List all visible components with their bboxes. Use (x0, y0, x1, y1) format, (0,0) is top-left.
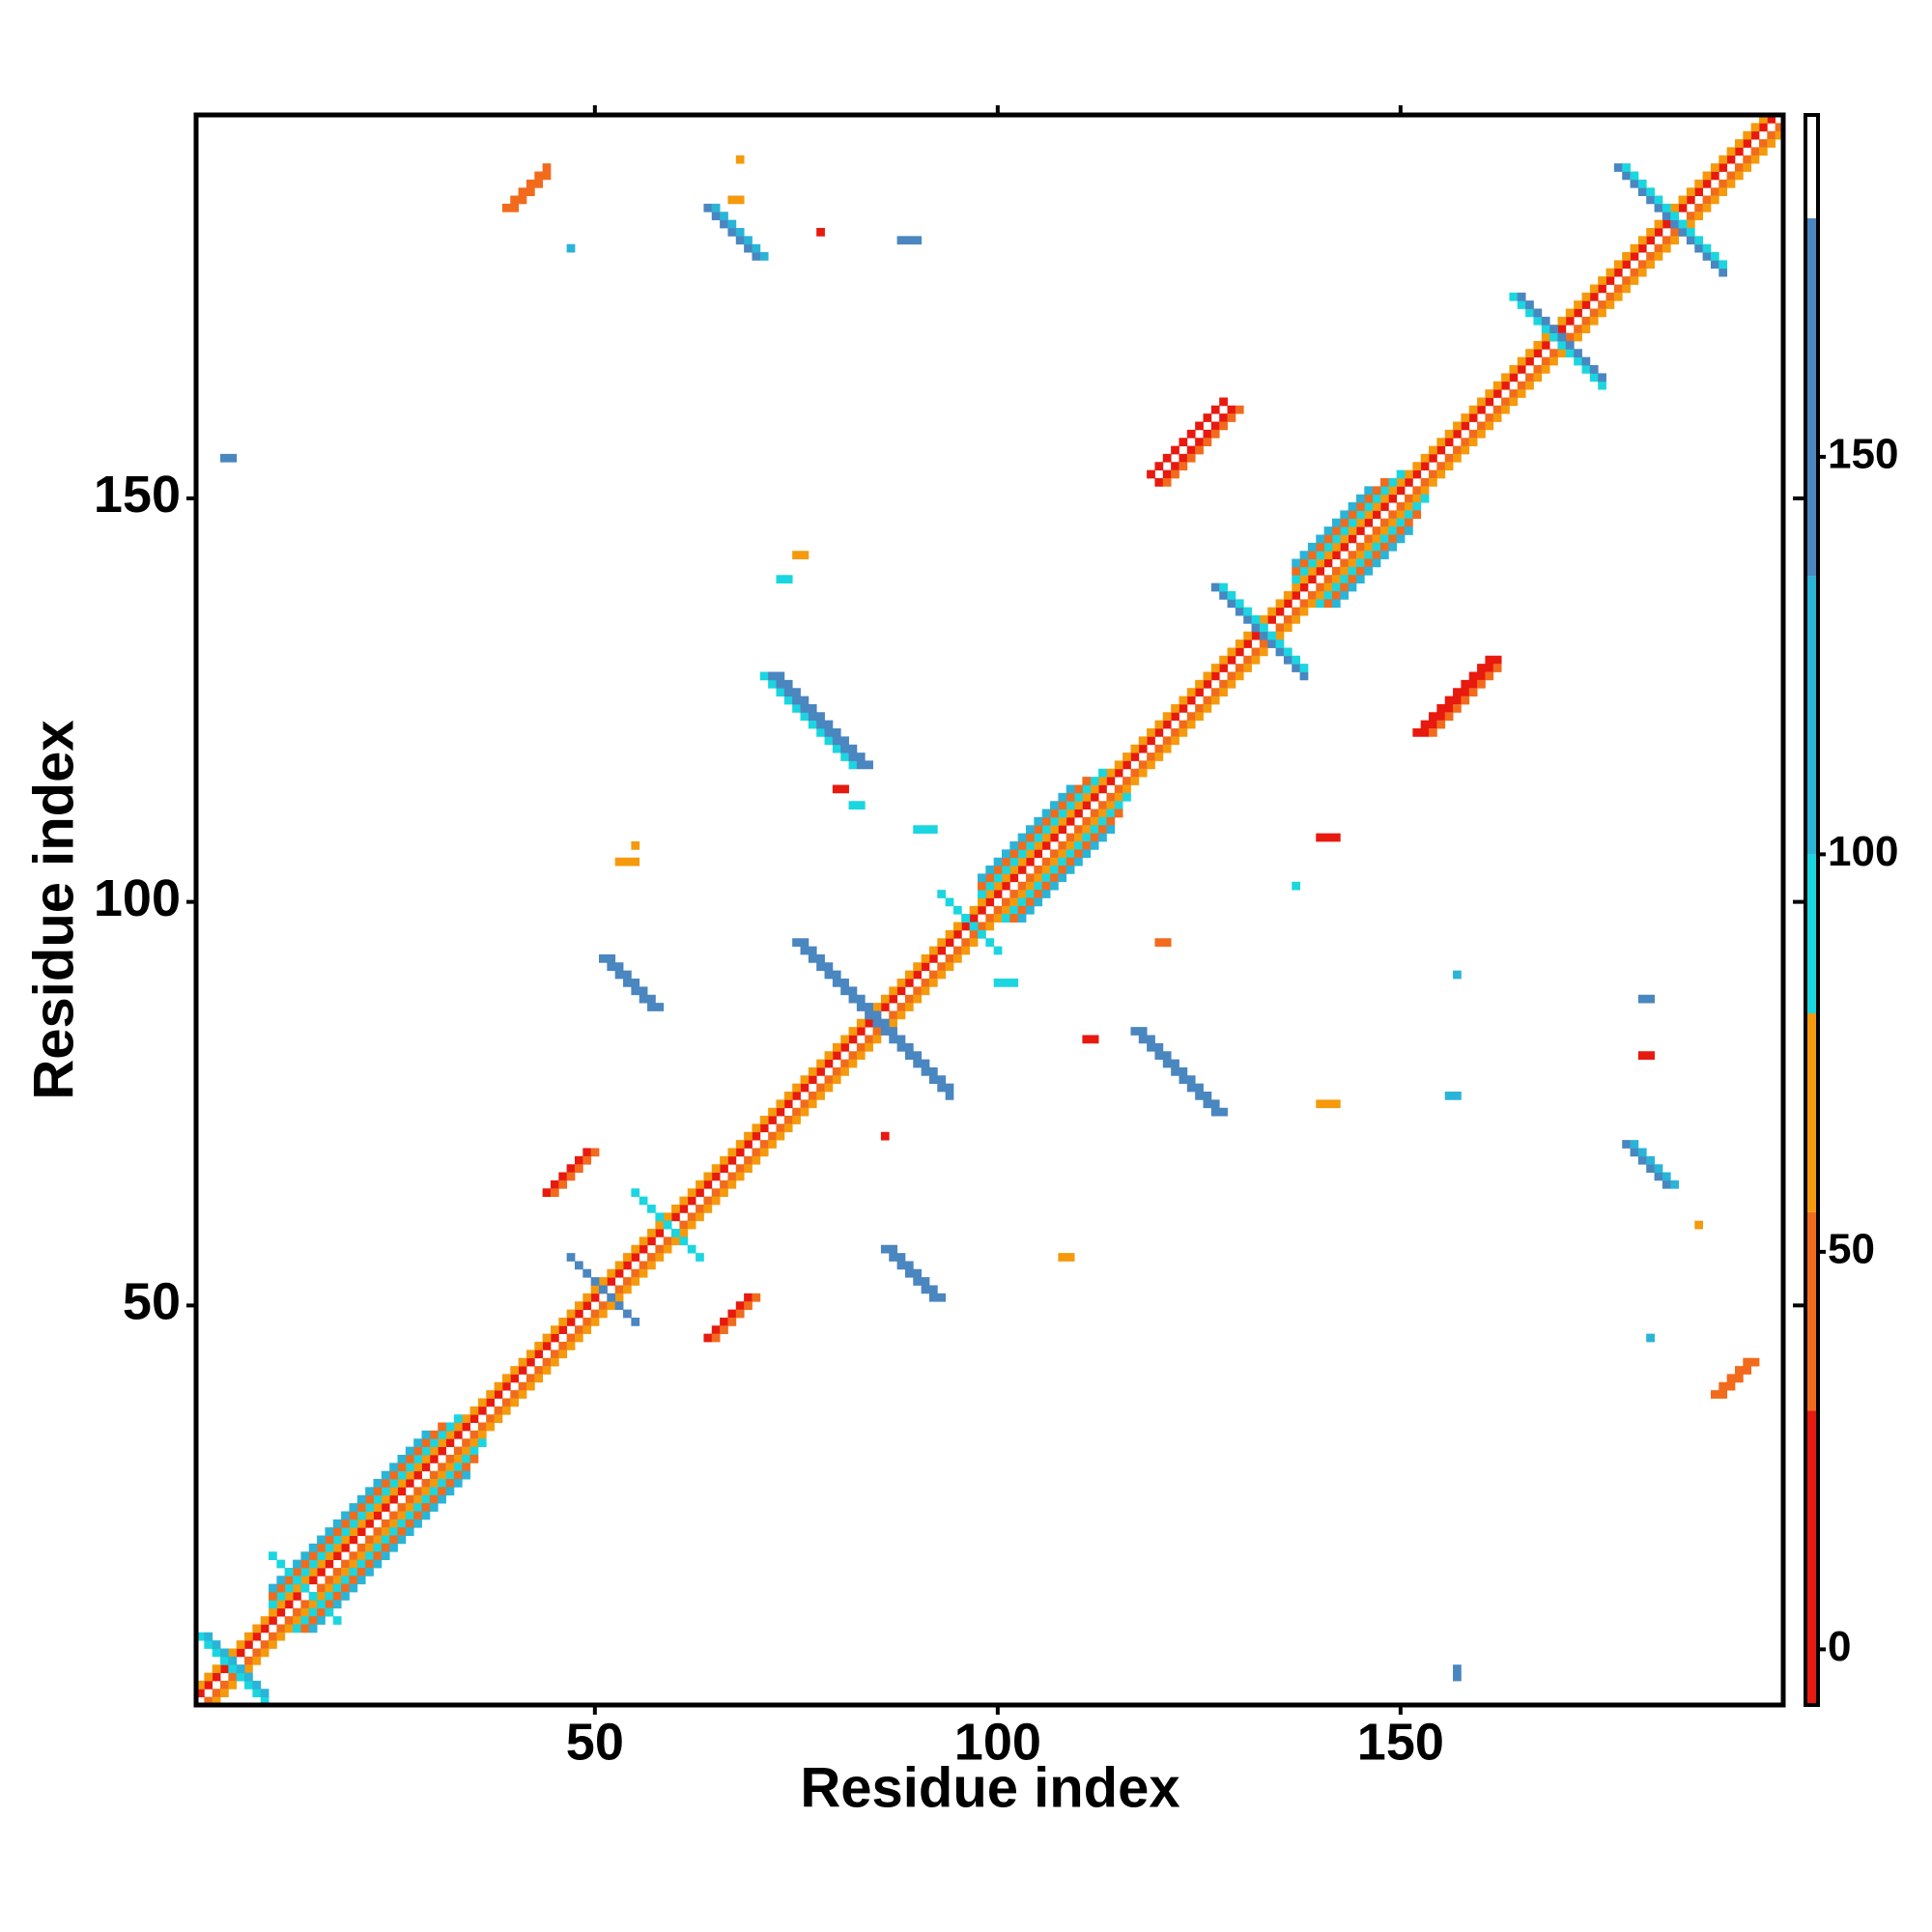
heatmap-cells (1637, 1051, 1655, 1060)
heatmap-cells (1017, 825, 1116, 923)
colorbar-tick-label: 150 (1828, 431, 1898, 478)
heatmap-cells (607, 953, 665, 1011)
colorbar-tick-label: 0 (1828, 1623, 1851, 1670)
y-tick-label: 50 (123, 1273, 181, 1331)
heatmap-cells (1154, 938, 1172, 947)
x-tick-label: 150 (1357, 1713, 1444, 1771)
heatmap-cells (1316, 1099, 1341, 1109)
heatmap-cells (1147, 397, 1228, 479)
x-tick-label: 50 (566, 1713, 624, 1771)
heatmap-cells (1517, 292, 1606, 383)
x-tick-label: 100 (954, 1713, 1041, 1771)
heatmap-cells (993, 979, 1019, 987)
heatmap-cells (1138, 1027, 1228, 1117)
colorbar-band (1805, 115, 1818, 218)
heatmap-cells (269, 1430, 431, 1593)
colorbar-band (1805, 1012, 1818, 1212)
heatmap-cells (735, 155, 745, 164)
heatmap-cells (1719, 1357, 1760, 1399)
colorbar-band (1805, 217, 1818, 577)
heatmap-cells (711, 1293, 761, 1343)
heatmap-cells (703, 203, 761, 261)
heatmap-cells (599, 953, 656, 1011)
heatmap-cells (816, 227, 825, 237)
heatmap-cells (1646, 1333, 1655, 1343)
heatmap-cells (1694, 1220, 1703, 1230)
heatmap-cells (889, 1244, 947, 1302)
heatmap-cells (1219, 582, 1309, 672)
heatmap-cells (913, 825, 938, 835)
heatmap-cells (566, 243, 576, 253)
heatmap-cells (1630, 1140, 1679, 1189)
heatmap-cells (880, 1131, 890, 1141)
heatmap-cells (220, 453, 238, 463)
x-axis-title: Residue index (800, 1756, 1179, 1819)
colorbar-band (1805, 576, 1818, 855)
heatmap-cells (977, 784, 1075, 883)
heatmap-cells (727, 195, 745, 205)
heatmap-cells (510, 171, 552, 213)
heatmap-cells (566, 1253, 640, 1326)
heatmap-cells (1622, 163, 1728, 270)
heatmap-cells (1429, 664, 1502, 737)
colorbar-band (1805, 1211, 1818, 1411)
heatmap-cells (832, 784, 849, 794)
heatmap-cells (848, 801, 866, 810)
colorbar-tick-label: 100 (1828, 828, 1898, 875)
colorbar-band (1805, 1410, 1818, 1705)
y-tick-label: 150 (94, 466, 181, 524)
heatmap-cells (1292, 486, 1374, 568)
heatmap-cells (1292, 881, 1300, 891)
heatmap-cells (204, 1632, 270, 1698)
heatmap-cells (1453, 970, 1462, 980)
colorbar-frame (1804, 113, 1820, 1707)
plot-frame (193, 112, 1786, 1708)
heatmap-cells (776, 575, 793, 584)
colorbar-tick-label: 50 (1828, 1226, 1875, 1273)
heatmap-cells (1162, 405, 1244, 487)
heatmap-cells (196, 115, 1768, 1690)
heatmap-cells (1710, 1357, 1752, 1399)
heatmap-cells (631, 1188, 704, 1262)
heatmap-cells (308, 1470, 470, 1634)
heatmap-cells (880, 1244, 938, 1302)
heatmap-cells (800, 938, 954, 1093)
heatmap-cells (550, 1148, 600, 1198)
heatmap-cells (631, 840, 640, 850)
heatmap-cells (937, 890, 1003, 955)
heatmap-cells (212, 130, 1784, 1706)
heatmap-cells (776, 671, 873, 770)
heatmap-cells (1331, 526, 1413, 609)
heatmap-cells (1316, 833, 1341, 842)
heatmap-cells (711, 203, 769, 261)
heatmap-cells (1082, 1035, 1099, 1044)
heatmap-cells (614, 857, 640, 867)
heatmap-cells (196, 1632, 270, 1706)
heatmap-cells (1058, 1253, 1075, 1262)
y-tick-label: 100 (94, 869, 181, 927)
heatmap-cells (896, 236, 923, 245)
heatmap-cells (1444, 1091, 1462, 1100)
heatmap-cells (792, 551, 810, 559)
heatmap-cells (1637, 994, 1655, 1004)
heatmap-cells (1130, 1027, 1220, 1117)
heatmap-cells (1453, 1664, 1462, 1682)
heatmap-cells (269, 1551, 342, 1625)
y-axis-title: Residue index (22, 720, 85, 1099)
colorbar-band (1805, 854, 1818, 1013)
